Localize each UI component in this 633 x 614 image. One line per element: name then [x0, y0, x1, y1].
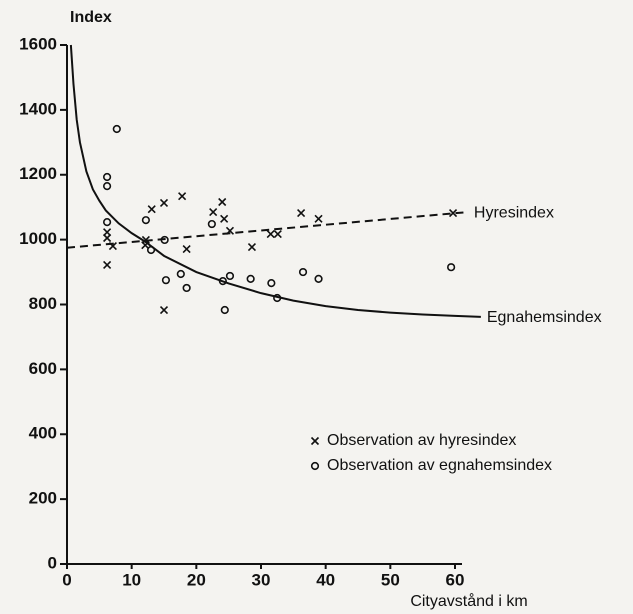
- y-tick-label: 600: [29, 359, 57, 378]
- data-point: [273, 230, 282, 239]
- legend-marker: [310, 436, 320, 446]
- x-tick-label: 40: [316, 570, 335, 589]
- data-point: [182, 244, 191, 254]
- y-tick-label: 1600: [19, 34, 57, 53]
- y-tick-label: 1400: [19, 99, 57, 118]
- legend-label: Observation av egnahemsindex: [327, 457, 552, 474]
- data-point: [297, 208, 306, 218]
- data-point: [246, 274, 255, 283]
- line: [66, 211, 469, 249]
- data-point: [141, 216, 150, 225]
- data-point: [102, 218, 112, 227]
- data-point: [447, 263, 456, 272]
- x-tick-label: 50: [381, 570, 400, 589]
- data-point: [147, 205, 156, 214]
- x-tick-label: 10: [122, 570, 141, 589]
- y-tick-label: 800: [29, 294, 57, 313]
- line: [69, 44, 481, 318]
- y-tick-label: 1000: [19, 229, 57, 248]
- x-axis-label: Cityavstånd i km: [410, 592, 527, 610]
- data-point: [220, 305, 229, 315]
- data-point: [448, 208, 458, 218]
- legend-marker: [310, 461, 320, 471]
- y-tick-label: 0: [48, 553, 57, 572]
- x-tick-label: 0: [62, 570, 71, 589]
- data-point: [218, 197, 227, 207]
- data-point: [225, 271, 235, 281]
- data-point: [247, 243, 257, 252]
- data-point: [266, 230, 275, 239]
- legend-label: Observation av hyresindex: [327, 432, 516, 449]
- line-label: Egnahemsindex: [487, 309, 602, 326]
- data-point: [103, 228, 112, 237]
- data-point: [176, 269, 185, 279]
- data-point: [209, 207, 218, 217]
- y-tick-label: 1200: [19, 164, 57, 183]
- data-point: [314, 274, 323, 283]
- data-point: [102, 172, 112, 182]
- x-tick-label: 30: [252, 570, 271, 589]
- data-point: [161, 276, 171, 285]
- data-point: [207, 219, 216, 229]
- data-point: [182, 283, 191, 293]
- data-point: [298, 267, 308, 277]
- data-point: [159, 305, 169, 315]
- y-axis-label: Index: [70, 9, 112, 26]
- x-tick-label: 60: [446, 570, 465, 589]
- y-tick-label: 400: [29, 424, 57, 443]
- data-point: [178, 192, 187, 201]
- x-tick-label: 20: [187, 570, 206, 589]
- data-point: [103, 260, 112, 269]
- line-label: Hyresindex: [474, 204, 554, 221]
- data-point: [103, 233, 112, 243]
- y-tick-label: 200: [29, 489, 57, 508]
- data-point: [314, 214, 323, 223]
- data-point: [220, 214, 229, 223]
- data-point: [267, 278, 276, 288]
- data-point: [159, 198, 169, 208]
- data-point: [112, 124, 121, 134]
- data-point: [102, 182, 112, 191]
